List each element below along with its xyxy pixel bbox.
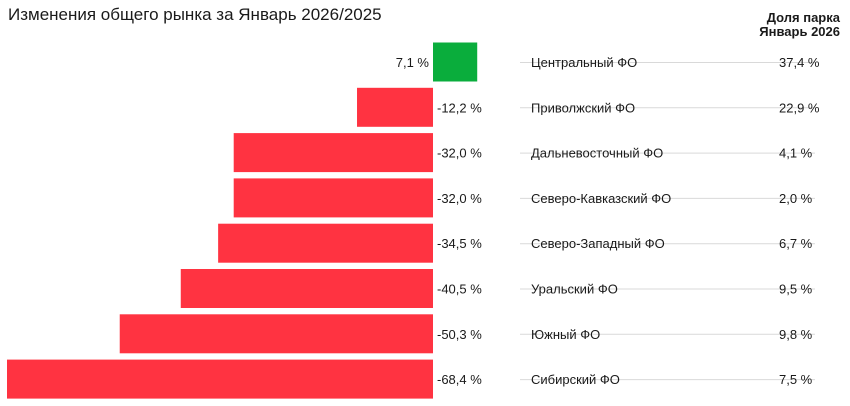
category-label: Дальневосточный ФО: [531, 146, 663, 161]
value-label: 7,1 %: [396, 55, 430, 70]
fleet-share-header-line2: Январь 2026: [759, 24, 840, 39]
bar: [433, 42, 478, 82]
fleet-share-label: 22,9 %: [779, 100, 820, 115]
chart-title: Изменения общего рынка за Январь 2026/20…: [8, 5, 382, 24]
value-label: -34,5 %: [437, 236, 482, 251]
category-label: Северо-Западный ФО: [531, 236, 665, 251]
value-label: -50,3 %: [437, 327, 482, 342]
bar: [233, 178, 433, 218]
fleet-share-label: 2,0 %: [779, 191, 813, 206]
bar: [180, 269, 433, 308]
fleet-share-label: 37,4 %: [779, 55, 820, 70]
bar: [233, 133, 433, 173]
category-label: Уральский ФО: [531, 282, 618, 297]
fleet-share-label: 4,1 %: [779, 146, 813, 161]
value-label: -68,4 %: [437, 372, 482, 387]
category-label: Центральный ФО: [531, 55, 637, 70]
bar: [218, 223, 433, 263]
category-label: Сибирский ФО: [531, 372, 620, 387]
value-label: -32,0 %: [437, 146, 482, 161]
value-label: -32,0 %: [437, 191, 482, 206]
value-label: -12,2 %: [437, 100, 482, 115]
bar: [357, 87, 433, 127]
fleet-share-label: 6,7 %: [779, 236, 813, 251]
fleet-share-label: 7,5 %: [779, 372, 813, 387]
fleet-share-header: Доля парка Январь 2026: [759, 11, 840, 39]
bar: [7, 359, 433, 399]
category-label: Северо-Кавказский ФО: [531, 191, 671, 206]
fleet-share-header-line1: Доля парка: [766, 10, 840, 25]
fleet-share-label: 9,5 %: [779, 282, 813, 297]
value-label: -40,5 %: [437, 282, 482, 297]
category-label: Приволжский ФО: [531, 100, 635, 115]
fleet-share-label: 9,8 %: [779, 327, 813, 342]
bar: [119, 314, 433, 354]
category-label: Южный ФО: [531, 327, 600, 342]
